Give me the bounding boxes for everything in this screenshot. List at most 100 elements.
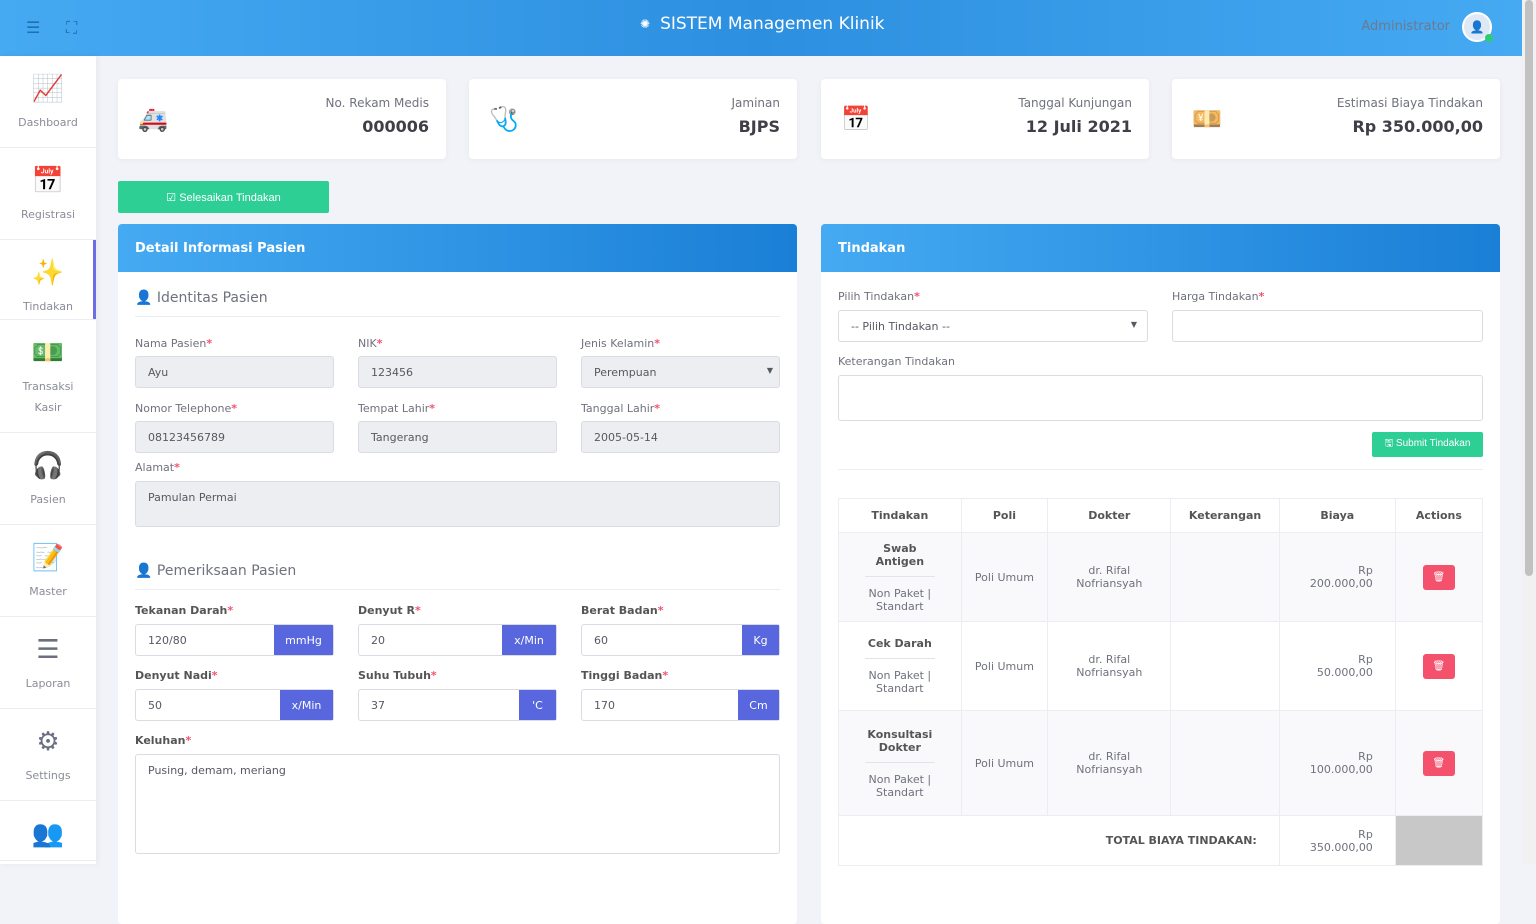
- td-input[interactable]: 120/80 mmHg: [135, 624, 334, 656]
- scrollbar[interactable]: [1522, 0, 1536, 864]
- logo-icon: ✺: [640, 17, 651, 31]
- sidebar-item-registrasi[interactable]: 📅 Registrasi: [0, 148, 96, 240]
- delete-button[interactable]: 🗑: [1422, 750, 1455, 776]
- tgl-input[interactable]: 2005-05-14: [581, 421, 780, 453]
- sidebar-item-pasien[interactable]: 🎧 Pasien: [0, 433, 96, 525]
- sidebar-item-users[interactable]: 👥: [0, 801, 96, 861]
- magic-wand-icon: ✨: [31, 258, 65, 288]
- column-header: Keterangan: [1170, 498, 1280, 533]
- harga-label: Harga Tindakan*: [1172, 290, 1265, 303]
- sidebar-item-tindakan[interactable]: ✨ Tindakan: [0, 240, 96, 320]
- gears-icon: ⚙: [36, 727, 60, 757]
- alamat-label: Alamat*: [135, 461, 180, 474]
- info-card: 💴 Estimasi Biaya Tindakan Rp 350.000,00: [1172, 79, 1500, 159]
- label-text: Tinggi Badan: [581, 669, 663, 682]
- user-name[interactable]: Administrator: [1361, 19, 1450, 34]
- unit-addon: x/Min: [280, 690, 333, 720]
- headset-icon: 🎧: [31, 451, 65, 481]
- column-header: Actions: [1394, 498, 1484, 533]
- input-value: 170: [594, 699, 615, 712]
- dn-input[interactable]: 50 x/Min: [135, 689, 334, 721]
- total-row: TOTAL BIAYA TINDAKAN: Rp 350.000,00: [838, 815, 1484, 866]
- sidebar-item-laporan[interactable]: ☰ Laporan: [0, 617, 96, 709]
- card-value: BJPS: [738, 117, 780, 136]
- chevron-down-icon: ▼: [766, 366, 773, 375]
- submit-tindakan-button[interactable]: 🖫 Submit Tindakan: [1372, 432, 1483, 457]
- label-text: Nomor Telephone: [135, 402, 232, 415]
- bb-input[interactable]: 60 Kg: [581, 624, 780, 656]
- keterangan-cell: [1170, 710, 1280, 816]
- calendar-check-icon: 📅: [841, 105, 871, 133]
- stethoscope-icon: 🩺: [489, 105, 519, 133]
- users-icon: 👥: [31, 819, 65, 849]
- tindakan-panel: Tindakan Pilih Tindakan* -- Pilih Tindak…: [821, 224, 1500, 924]
- label-text: Denyut Nadi: [135, 669, 212, 682]
- input-value: Tangerang: [371, 431, 429, 444]
- tindakan-name: Konsultasi Dokter: [865, 728, 935, 763]
- card-value: 12 Juli 2021: [1025, 117, 1132, 136]
- pilih-label-text: Pilih Tindakan: [838, 290, 915, 303]
- biaya-cell: Rp 100.000,00: [1278, 710, 1396, 816]
- label-text: Denyut R: [358, 604, 415, 617]
- input-value: Ayu: [148, 366, 169, 379]
- dokter-cell: dr. Rifal Nofriansyah: [1047, 621, 1172, 711]
- app-title: ✺ SISTEM Managemen Klinik: [640, 14, 885, 34]
- finish-action-button[interactable]: ☑ Selesaikan Tindakan: [118, 181, 329, 213]
- actions-cell: 🗑: [1394, 710, 1484, 816]
- card-label: Tanggal Kunjungan: [1018, 96, 1132, 110]
- poli-cell: Poli Umum: [960, 621, 1049, 711]
- poli-cell: Poli Umum: [960, 710, 1049, 816]
- sidebar-item-master[interactable]: 📝 Master: [0, 525, 96, 617]
- keluhan-textarea[interactable]: Pusing, demam, meriang: [135, 754, 780, 854]
- unit-addon: Cm: [738, 690, 779, 720]
- sidebar-item-label: Master: [29, 585, 67, 598]
- label-text: Tekanan Darah: [135, 604, 228, 617]
- actions-cell: 🗑: [1394, 532, 1484, 622]
- input-value: Perempuan: [594, 366, 657, 379]
- fullscreen-icon[interactable]: ⛶: [66, 18, 78, 37]
- delete-button[interactable]: 🗑: [1422, 653, 1455, 679]
- label-text: Tanggal Lahir: [581, 402, 655, 415]
- sidebar-item-dashboard[interactable]: 📈 Dashboard: [0, 56, 96, 148]
- harga-tindakan-input[interactable]: [1172, 310, 1483, 342]
- dr-input[interactable]: 20 x/Min: [358, 624, 557, 656]
- sidebar-item-transaksi-kasir[interactable]: 💵 Transaksi Kasir: [0, 320, 96, 433]
- keterangan-cell: [1170, 532, 1280, 622]
- label-text: Suhu Tubuh: [358, 669, 431, 682]
- label-text: Alamat: [135, 461, 175, 474]
- nik-input[interactable]: 123456: [358, 356, 557, 388]
- pilih-label: Pilih Tindakan*: [838, 290, 920, 303]
- biaya-cell: Rp 50.000,00: [1278, 621, 1396, 711]
- trash-icon: 🗑: [1432, 571, 1446, 583]
- dn-label: Denyut Nadi*: [135, 669, 218, 682]
- sidebar-item-label: Dashboard: [18, 116, 78, 129]
- sidebar-item-label: Tindakan: [22, 300, 74, 313]
- tb-input[interactable]: 170 Cm: [581, 689, 780, 721]
- input-value: Pusing, demam, meriang: [148, 764, 286, 777]
- tindakan-type: Non Paket | Standart: [868, 772, 932, 799]
- sidebar-item-label: Laporan: [25, 677, 71, 690]
- delete-button[interactable]: 🗑: [1422, 564, 1455, 590]
- app-title-text: SISTEM Managemen Klinik: [660, 14, 885, 34]
- tindakan-cell: Konsultasi Dokter Non Paket | Standart: [838, 710, 962, 816]
- avatar[interactable]: 👤: [1462, 12, 1493, 42]
- keterangan-textarea[interactable]: [838, 375, 1483, 421]
- dokter-cell: dr. Rifal Nofriansyah: [1047, 710, 1172, 816]
- nama-input[interactable]: Ayu: [135, 356, 334, 388]
- telp-input[interactable]: 08123456789: [135, 421, 334, 453]
- unit-addon: 'C: [519, 690, 556, 720]
- tindakan-cell: Cek Darah Non Paket | Standart: [838, 621, 962, 711]
- jk-input[interactable]: Perempuan ▼: [581, 356, 780, 388]
- label-text: Nama Pasien: [135, 337, 207, 350]
- alamat-textarea[interactable]: Pamulan Permai: [135, 481, 780, 527]
- label-text: Berat Badan: [581, 604, 658, 617]
- hamburger-menu-icon[interactable]: ☰: [26, 18, 41, 37]
- sidebar: 📈 Dashboard 📅 Registrasi ✨ Tindakan 💵 Transaksi…: [0, 56, 96, 864]
- scrollbar-thumb[interactable]: [1525, 0, 1533, 576]
- money-bill-icon: 💴: [1192, 105, 1222, 133]
- pilih-tindakan-select[interactable]: -- Pilih Tindakan -- ▼: [838, 310, 1148, 342]
- st-input[interactable]: 37 'C: [358, 689, 557, 721]
- sidebar-item-settings[interactable]: ⚙ Settings: [0, 709, 96, 801]
- input-value: Pamulan Permai: [148, 491, 237, 504]
- tempat-input[interactable]: Tangerang: [358, 421, 557, 453]
